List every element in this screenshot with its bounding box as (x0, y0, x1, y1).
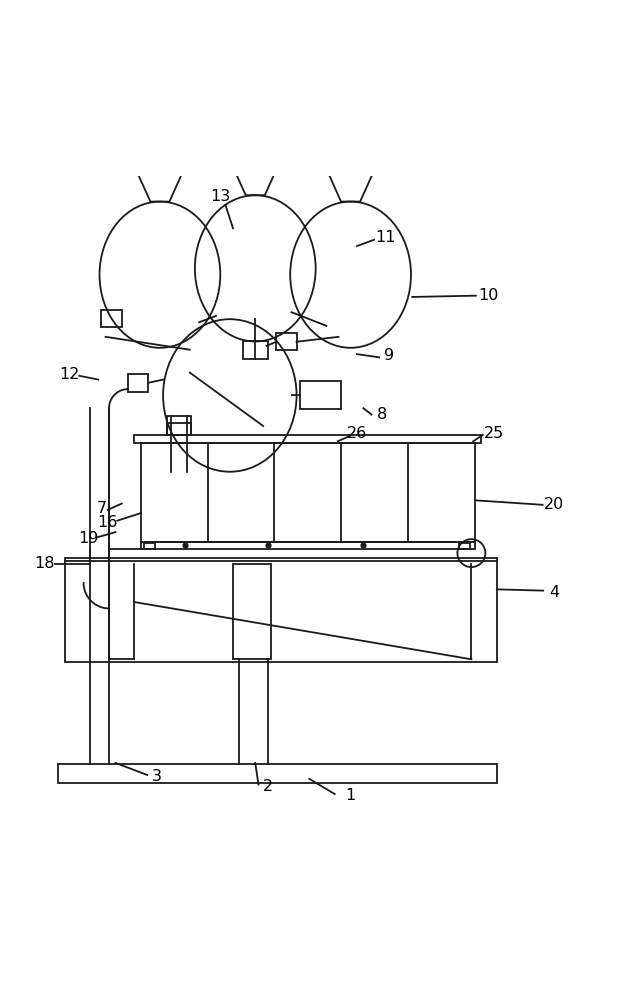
Text: 4: 4 (549, 585, 559, 600)
Text: 9: 9 (384, 348, 394, 363)
Bar (128, 373, 149, 391)
Bar (144, 543, 155, 548)
Bar (243, 342, 268, 360)
Bar (167, 416, 191, 435)
Bar (167, 424, 191, 435)
Text: 12: 12 (59, 367, 79, 382)
Bar (58, 764, 497, 783)
Bar (141, 444, 475, 541)
Text: 1: 1 (345, 788, 355, 803)
Text: 2: 2 (263, 779, 273, 794)
Text: 10: 10 (478, 288, 498, 303)
Text: 11: 11 (375, 230, 396, 245)
Bar (101, 310, 122, 327)
Bar (276, 334, 297, 350)
Bar (64, 557, 497, 662)
Text: 16: 16 (98, 515, 118, 531)
Text: 3: 3 (152, 770, 162, 784)
Text: 18: 18 (34, 556, 55, 571)
Bar (141, 541, 475, 549)
Text: 19: 19 (78, 531, 99, 546)
Bar (299, 381, 341, 409)
Text: 8: 8 (377, 407, 388, 422)
Text: 26: 26 (347, 426, 367, 441)
Text: 25: 25 (484, 426, 504, 441)
Bar (459, 543, 470, 548)
Bar (135, 435, 481, 444)
Bar (233, 564, 271, 659)
Text: 13: 13 (210, 189, 231, 204)
Text: 7: 7 (97, 501, 106, 516)
Text: 20: 20 (544, 497, 564, 513)
